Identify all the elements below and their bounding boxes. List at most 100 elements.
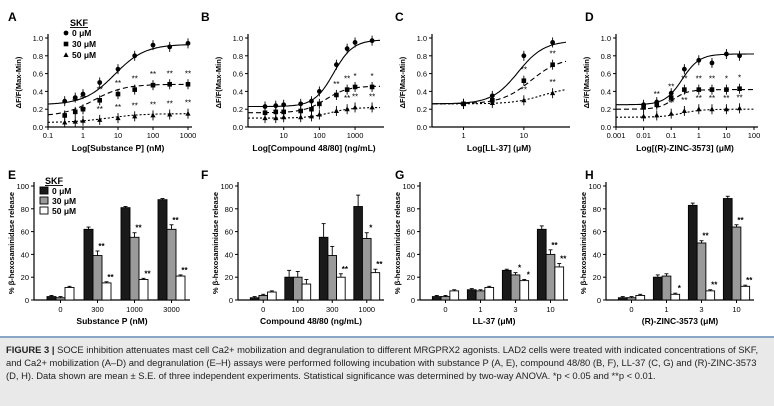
- panel-a-point: [72, 95, 78, 101]
- panel-d-x-tick-label: 100: [748, 131, 761, 140]
- panel-e-x-tick-label: 300: [91, 305, 104, 314]
- panel-e-bar: [101, 282, 112, 301]
- panel-d-point: [723, 106, 729, 112]
- panel-h-y-tick-label: 80: [593, 205, 601, 214]
- panel-f-x-tick-label: 1000: [358, 305, 375, 314]
- panel-g-significance: *: [527, 270, 531, 279]
- panel-d-significance: **: [696, 75, 702, 84]
- panel-e-significance: **: [181, 266, 188, 275]
- panel-b-point: [352, 104, 358, 110]
- panel-f-bar: [336, 276, 346, 301]
- panel-g-significance: *: [518, 264, 522, 273]
- panel-c-y-tick-label: 1.0: [417, 34, 427, 43]
- panel-e-bar: [129, 236, 140, 301]
- panel-a-significance: **: [150, 100, 156, 109]
- panel-d-y-tick-label: 1.0: [601, 34, 611, 43]
- panel-b-point: [298, 101, 304, 107]
- panel-a-significance: **: [80, 106, 86, 115]
- panel-d-significance: **: [654, 90, 660, 99]
- panel-e-bar: [166, 228, 177, 301]
- panel-h-significance: **: [711, 281, 718, 290]
- panel-a-point: [150, 42, 156, 48]
- panel-g-y-tick-label: 80: [407, 205, 415, 214]
- panel-g-x-tick-label: 3: [513, 305, 517, 314]
- panel-d-point: [654, 102, 660, 108]
- panel-d-point: [724, 51, 729, 57]
- panel-d-x-tick-label: 0.1: [666, 131, 676, 140]
- panel-a-x-tick-label: 0.1: [43, 131, 53, 140]
- panel-f-bar: [292, 276, 303, 301]
- panel-b-point: [273, 109, 279, 115]
- panel-h-significance: *: [678, 284, 682, 293]
- panel-a-point: [80, 117, 86, 123]
- panel-c-point: [550, 90, 556, 96]
- panel-h-bar: [740, 285, 751, 301]
- panel-c-x-tick-label: 1: [461, 131, 465, 140]
- panel-a-y-tick-label: 0.2: [33, 105, 43, 114]
- panel-c-point: [521, 78, 527, 84]
- panel-b-point: [309, 98, 314, 104]
- panel-b-y-tick-label: 0.2: [233, 105, 243, 114]
- panel-f-y-tick-label: 100: [220, 182, 233, 191]
- panel-c-y-tick-label: 0.0: [417, 123, 427, 132]
- panel-a-point: [97, 80, 103, 85]
- panel-e-x-axis-label: Substance P (nM): [76, 316, 147, 326]
- panel-f-significance: *: [369, 224, 373, 233]
- panel-d-point: [696, 57, 702, 63]
- panel-f-significance: **: [376, 260, 383, 269]
- legend-a-entry: 0 μM: [72, 28, 91, 38]
- panel-b-point: [298, 114, 304, 120]
- panel-c-significance: **: [550, 78, 556, 87]
- panel-a-point: [132, 113, 138, 119]
- panel-d-significance: **: [681, 96, 687, 105]
- panel-a-point: [97, 117, 103, 122]
- panel-label-f: F: [201, 168, 209, 182]
- panel-a-significance: **: [80, 94, 86, 103]
- panel-b-point: [369, 84, 375, 90]
- panel-a-point: [72, 109, 78, 115]
- panel-b-point: [298, 108, 304, 114]
- panel-a-point: [62, 113, 67, 118]
- panel-h-y-tick-label: 20: [593, 273, 601, 282]
- panel-c-x-tick-label: 10: [520, 131, 528, 140]
- panel-a-y-axis-label: ΔF/F(Max-Min): [14, 56, 23, 108]
- panel-d-point: [737, 86, 742, 92]
- caption-title: FIGURE 3 |: [6, 344, 55, 355]
- panel-b-point: [281, 114, 287, 120]
- figure-canvas: 0.00.20.40.60.81.00.1 1 10 100 1000Log[Subst…: [7, 18, 761, 326]
- panel-h-bar: [687, 204, 698, 301]
- panel-h-bar: [635, 294, 646, 301]
- panel-c-point: [550, 40, 556, 45]
- panel-a-significance: **: [185, 69, 191, 78]
- panel-label-a: A: [8, 10, 17, 24]
- panel-f-chart: [235, 182, 384, 303]
- panel-d-y-tick-label: 0.6: [601, 70, 611, 79]
- panel-b-point: [317, 101, 322, 107]
- panel-f-significance: **: [342, 265, 349, 274]
- panel-b-chart: [245, 34, 384, 130]
- panel-h-x-tick-label: 1: [664, 305, 668, 314]
- panel-g-bar: [545, 253, 556, 301]
- panel-e-y-tick-label: 80: [21, 205, 29, 214]
- panel-f-bar: [258, 294, 269, 301]
- legend-e-entry: 0 μM: [52, 186, 71, 196]
- panel-e-bar: [92, 255, 103, 301]
- panel-c-fit-line: [432, 89, 567, 105]
- panel-g-x-axis-label: LL-37 (μM): [473, 316, 516, 326]
- panel-h-y-tick-label: 100: [588, 182, 601, 191]
- panel-b-x-tick-label: 1000: [347, 131, 364, 140]
- panel-c-significance: **: [521, 85, 527, 94]
- panel-b-point: [334, 92, 339, 98]
- panel-b-y-tick-label: 1.0: [233, 34, 243, 43]
- panel-f-bar: [284, 276, 294, 301]
- panel-h-x-axis-label: (R)-ZINC-3573 (μM): [642, 316, 719, 326]
- figure-caption: FIGURE 3 | SOCE inhibition attenuates ma…: [0, 336, 774, 406]
- panel-g-bar: [501, 269, 512, 301]
- panel-d-point: [709, 87, 715, 92]
- panel-a-x-tick-label: 1000: [180, 131, 197, 140]
- panel-b-point: [281, 109, 286, 115]
- panel-b-point: [369, 38, 375, 44]
- panel-b-y-tick-label: 0.8: [233, 52, 243, 61]
- panel-b-point: [333, 108, 339, 113]
